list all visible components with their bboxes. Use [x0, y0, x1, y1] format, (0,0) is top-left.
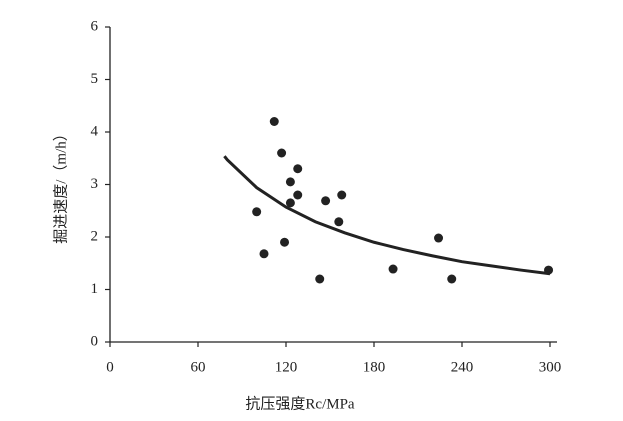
data-point	[293, 190, 303, 200]
x-tick-label: 180	[363, 359, 386, 375]
x-tick-label: 60	[191, 359, 206, 375]
y-tick-label: 2	[91, 228, 99, 244]
data-point	[252, 207, 262, 217]
x-tick-label: 300	[539, 359, 562, 375]
y-tick-label: 3	[91, 176, 99, 192]
data-point	[315, 274, 325, 284]
y-axis-label: 掘进速度/（m/h）	[52, 126, 69, 244]
data-point	[259, 249, 269, 259]
data-point	[434, 233, 444, 243]
data-point	[321, 196, 331, 206]
data-point	[334, 217, 344, 227]
x-tick-label: 120	[275, 359, 298, 375]
data-point	[285, 177, 295, 187]
y-tick-label: 6	[91, 18, 99, 34]
x-tick-label: 240	[451, 359, 474, 375]
y-tick-label: 4	[91, 123, 99, 139]
data-point	[544, 265, 554, 275]
data-point	[388, 264, 398, 274]
data-point	[280, 237, 290, 247]
fit-curve	[223, 155, 551, 276]
y-tick-label: 1	[91, 281, 99, 297]
data-point	[277, 148, 287, 158]
x-axis-label: 抗压强度Rc/MPa	[245, 395, 355, 412]
data-point	[269, 117, 279, 126]
data-point	[447, 274, 457, 284]
x-tick-label: 0	[106, 359, 114, 375]
data-point	[337, 190, 347, 200]
data-point	[285, 198, 295, 208]
y-tick-label: 5	[91, 71, 99, 87]
data-point	[293, 164, 303, 174]
y-tick-label: 0	[91, 333, 99, 349]
